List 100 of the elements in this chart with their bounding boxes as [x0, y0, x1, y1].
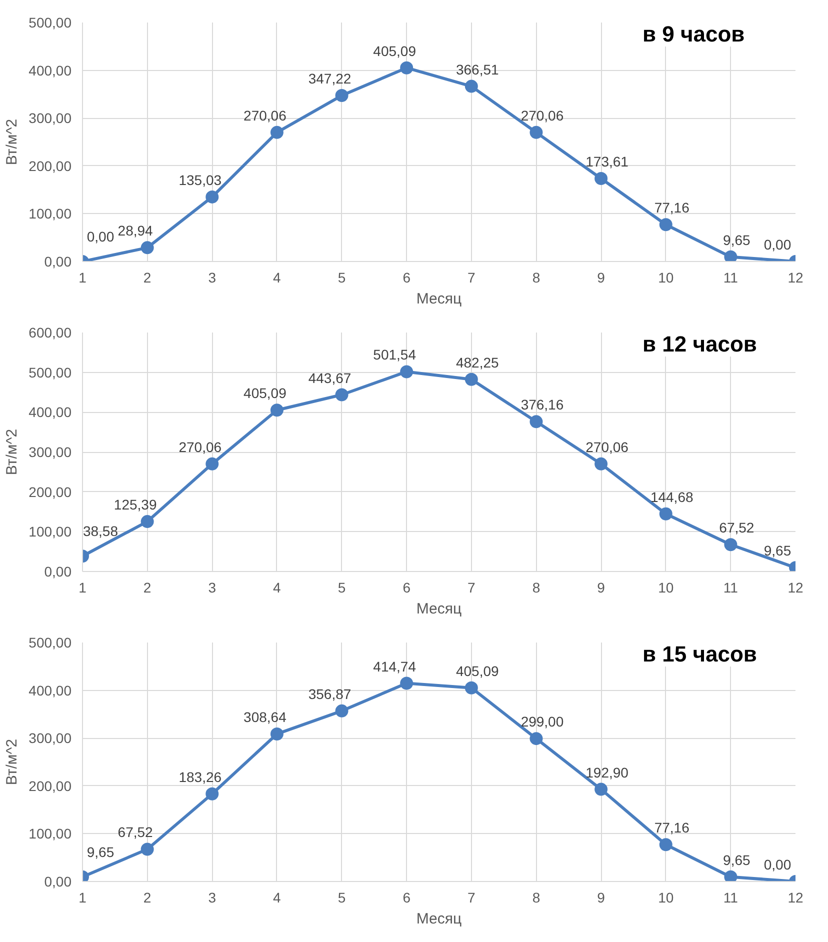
point	[270, 404, 284, 417]
data-label: 405,09	[456, 662, 500, 679]
point	[659, 218, 672, 232]
chart-title: в 15 часов	[642, 642, 757, 666]
data-label: 67,52	[719, 520, 754, 536]
data-label: 308,64	[244, 708, 287, 725]
x-tick-label: 4	[273, 890, 282, 906]
x-tick-label: 3	[208, 890, 216, 906]
x-tick-label: 6	[402, 890, 411, 906]
point	[400, 61, 414, 74]
point	[400, 676, 414, 690]
data-label: 183,26	[178, 768, 222, 785]
data-label: 77,16	[654, 820, 690, 836]
chart-title: в 12 часов	[642, 332, 757, 356]
x-tick-label: 5	[338, 890, 346, 906]
point	[724, 870, 738, 882]
data-label: 125,39	[114, 496, 157, 513]
x-tick-label: 2	[143, 890, 152, 906]
y-axis-title: Вт/м^2	[4, 118, 21, 166]
y-tick-label: 100,00	[28, 524, 72, 540]
x-tick-label: 12	[788, 580, 804, 596]
y-tick-label: 300,00	[28, 730, 72, 746]
point	[335, 89, 348, 102]
data-label: 77,16	[654, 200, 690, 216]
point	[140, 842, 154, 856]
x-axis-title: Месяц	[416, 290, 462, 308]
x-tick-label: 4	[273, 580, 282, 596]
data-label: 67,52	[118, 824, 154, 840]
data-label: 135,03	[178, 172, 222, 188]
y-tick-label: 400,00	[28, 62, 72, 78]
data-label: 501,54	[373, 346, 416, 363]
point	[140, 515, 154, 528]
data-label: 0,00	[764, 856, 792, 872]
y-tick-label: 200,00	[28, 484, 72, 500]
point	[659, 838, 672, 852]
point	[464, 80, 478, 93]
x-tick-label: 10	[658, 890, 674, 906]
x-axis-title: Месяц	[416, 910, 462, 928]
point	[594, 782, 608, 796]
x-tick-label: 8	[532, 580, 540, 596]
y-tick-label: 0,00	[44, 564, 72, 580]
y-tick-label: 500,00	[28, 364, 72, 380]
data-label: 144,68	[650, 488, 694, 505]
x-tick-label: 7	[468, 580, 476, 596]
x-tick-label: 11	[723, 580, 738, 596]
data-label: 192,90	[586, 764, 629, 780]
data-label: 9,65	[764, 542, 792, 559]
chart-title: в 9 часов	[642, 22, 745, 46]
point	[464, 681, 478, 694]
point	[594, 457, 608, 470]
data-label: 356,87	[308, 686, 352, 702]
point	[530, 126, 543, 139]
y-tick-label: 200,00	[28, 158, 72, 174]
x-tick-label: 11	[723, 890, 738, 906]
x-tick-label: 12	[788, 890, 804, 906]
x-tick-label: 3	[208, 580, 216, 596]
data-label: 173,61	[586, 154, 629, 170]
point	[530, 415, 543, 428]
x-tick-label: 11	[723, 270, 738, 286]
point	[335, 704, 348, 718]
y-tick-label: 400,00	[28, 682, 72, 698]
x-tick-label: 9	[597, 580, 606, 596]
x-tick-label: 4	[273, 270, 282, 286]
data-label: 0,00	[86, 228, 114, 244]
data-label: 299,00	[520, 714, 564, 730]
data-label: 9,65	[723, 232, 751, 248]
point	[530, 732, 543, 746]
y-tick-label: 500,00	[28, 634, 72, 650]
x-tick-label: 12	[788, 270, 804, 286]
y-axis-title: Вт/м^2	[4, 428, 21, 476]
point	[659, 507, 672, 520]
y-axis-title: Вт/м^2	[4, 738, 21, 786]
point	[206, 787, 219, 800]
x-tick-label: 6	[402, 580, 411, 596]
y-tick-label: 0,00	[44, 254, 72, 270]
point	[270, 126, 284, 139]
x-tick-label: 10	[658, 270, 674, 286]
data-label: 482,25	[456, 354, 500, 370]
data-label: 376,16	[520, 396, 564, 413]
data-label: 443,67	[308, 370, 352, 386]
data-label: 414,74	[373, 658, 416, 674]
data-label: 366,51	[456, 61, 500, 78]
x-tick-label: 1	[78, 270, 87, 286]
y-tick-label: 500,00	[28, 14, 72, 30]
x-tick-label: 9	[597, 890, 606, 906]
x-tick-label: 8	[532, 890, 540, 906]
x-tick-label: 3	[208, 270, 216, 286]
point	[594, 172, 608, 186]
data-label: 0,00	[764, 236, 792, 252]
y-tick-label: 0,00	[44, 874, 72, 890]
point	[270, 727, 284, 740]
point	[206, 190, 219, 204]
x-tick-label: 8	[532, 270, 540, 286]
y-tick-label: 300,00	[28, 110, 72, 126]
point	[140, 241, 154, 254]
data-label: 270,06	[244, 107, 287, 124]
x-tick-label: 9	[597, 270, 606, 286]
x-tick-label: 10	[658, 580, 674, 596]
data-label: 270,06	[520, 107, 564, 124]
data-label: 38,58	[82, 523, 118, 540]
